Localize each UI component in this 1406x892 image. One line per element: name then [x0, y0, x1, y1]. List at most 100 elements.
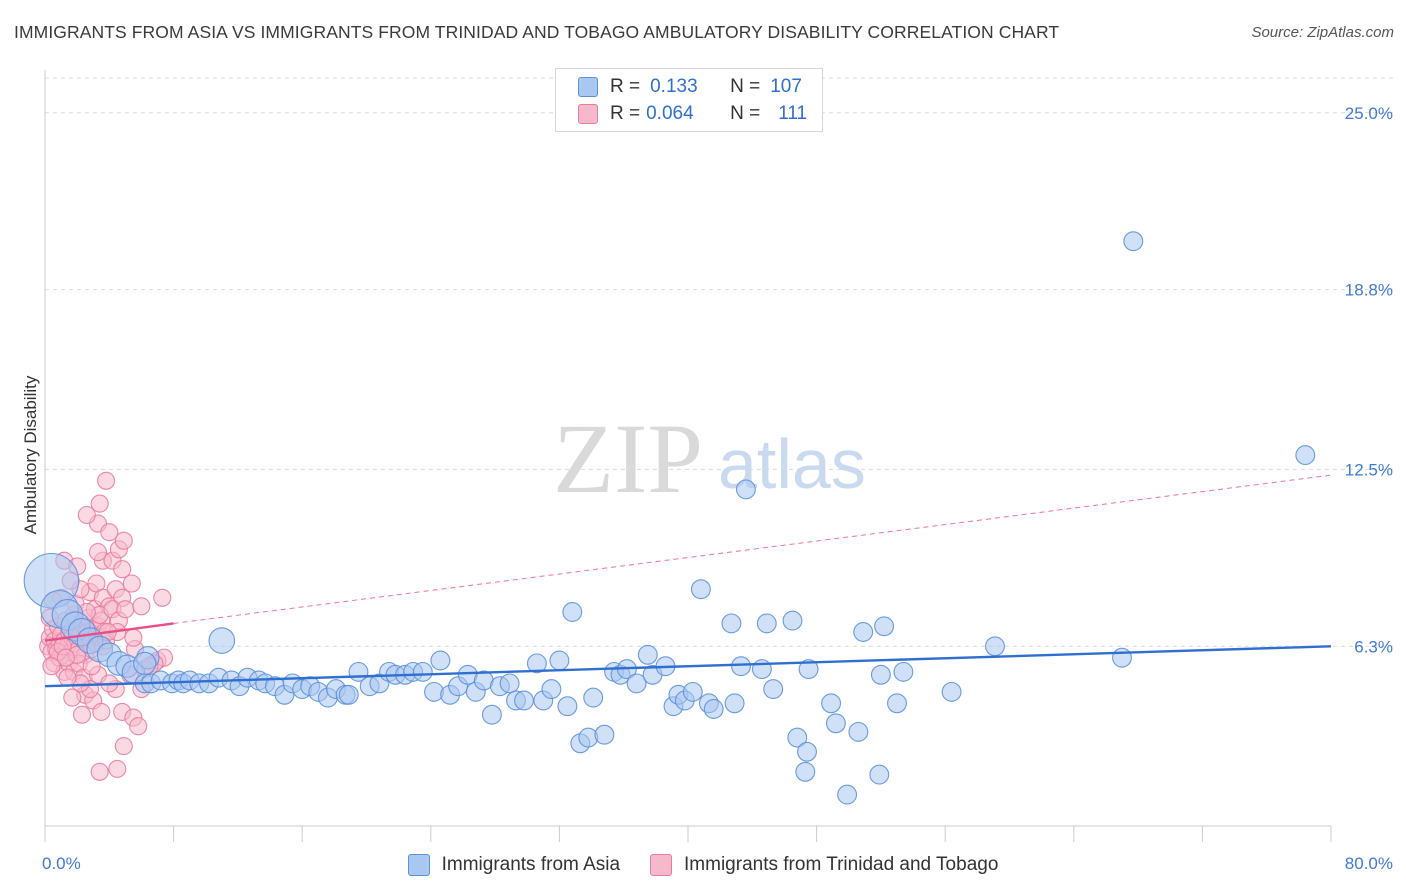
- trinidad-tobago-point: [97, 471, 116, 490]
- legend-n-label: N =: [730, 76, 761, 97]
- legend-r-value: 0.064: [646, 103, 694, 124]
- legend-r-value: 0.133: [650, 76, 698, 97]
- series-legend-asia: Immigrants from Asia: [407, 854, 621, 876]
- asia-point: [133, 651, 157, 676]
- asia-point: [578, 727, 599, 748]
- asia-point: [338, 684, 359, 705]
- legend-row-trinidad-tobago: R = 0.064 N = 111: [578, 102, 807, 126]
- trinidad-tobago-point: [113, 560, 132, 579]
- asia-point: [887, 693, 907, 714]
- asia-points: [23, 231, 1316, 805]
- trinidad-tobago-point: [77, 505, 96, 525]
- asia-point: [756, 613, 777, 634]
- trinidad-tobago-point: [92, 702, 111, 721]
- asia-point: [594, 724, 615, 745]
- axes: [44, 70, 1332, 842]
- legend-n-value: 107: [770, 76, 802, 97]
- asia-point: [853, 622, 874, 642]
- chart-title: IMMIGRANTS FROM ASIA VS IMMIGRANTS FROM …: [14, 22, 1060, 42]
- legend-swatch-asia: [578, 77, 598, 97]
- asia-point: [424, 681, 444, 702]
- y-axis-title: Ambulatory Disability: [21, 375, 40, 534]
- asia-point: [682, 681, 703, 702]
- asia-point: [724, 693, 745, 714]
- trinidad-tobago-point: [58, 668, 77, 687]
- asia-point: [703, 699, 724, 719]
- x-tick-label: 80.0%: [1345, 854, 1393, 873]
- trinidad-tobago-point: [124, 628, 143, 647]
- y-tick-label: 18.8%: [1345, 281, 1393, 300]
- asia-point: [870, 664, 891, 685]
- grid-lines: [45, 77, 1393, 647]
- legend-row-asia: R = 0.133 N = 107: [578, 75, 802, 99]
- asia-point: [412, 661, 433, 682]
- trinidad-tobago-point: [132, 597, 151, 616]
- asia-point: [848, 721, 869, 742]
- asia-point: [562, 602, 583, 622]
- asia-point: [874, 616, 895, 637]
- trinidad-tobago-point: [129, 717, 148, 736]
- asia-point: [1112, 647, 1132, 668]
- trinidad-tobago-point: [116, 600, 135, 619]
- asia-point: [825, 713, 846, 734]
- legend: R = 0.133 N = 107 R = 0.064 N = 111: [555, 68, 823, 132]
- asia-point: [795, 761, 816, 782]
- asia-point: [869, 764, 890, 785]
- trinidad-tobago-point: [153, 588, 172, 607]
- asia-point: [526, 653, 547, 674]
- legend-n-value: 111: [778, 103, 808, 124]
- watermark-zip: ZIP: [553, 403, 703, 514]
- asia-point: [430, 650, 451, 671]
- asia-point: [1295, 445, 1316, 466]
- trinidad-tobago-point: [72, 705, 92, 724]
- asia-point: [549, 650, 570, 671]
- asia-point: [690, 579, 711, 600]
- asia-point: [731, 656, 751, 677]
- asia-point: [557, 696, 578, 717]
- asia-point: [514, 690, 534, 711]
- trinidad-tobago-point: [90, 762, 109, 781]
- asia-point: [1123, 231, 1144, 252]
- x-tick-label: 0.0%: [42, 854, 81, 873]
- trinidad-tobago-point: [114, 737, 133, 756]
- asia-point: [208, 627, 236, 654]
- asia-point: [985, 636, 1005, 657]
- asia-point: [821, 693, 842, 714]
- series-label-asia: Immigrants from Asia: [441, 854, 621, 875]
- asia-point: [837, 784, 858, 805]
- asia-point: [798, 659, 819, 680]
- y-tick-label: 6.3%: [1354, 637, 1393, 656]
- trinidad-tobago-point: [114, 531, 133, 550]
- trinidad-tobago-point: [56, 648, 75, 667]
- y-tick-label: 12.5%: [1345, 460, 1393, 479]
- legend-swatch-trinidad-tobago: [578, 104, 598, 124]
- asia-point: [782, 610, 803, 631]
- asia-point: [941, 681, 962, 702]
- trinidad-tobago-point: [108, 759, 127, 778]
- trinidad-tobago-points: [39, 471, 174, 781]
- asia-point: [583, 687, 604, 708]
- trend-lines: [44, 474, 1332, 688]
- legend-n-label: N =: [730, 103, 761, 124]
- series-swatch-trinidad-tobago: [650, 854, 673, 876]
- series-legend: Immigrants from Asia Immigrants from Tri…: [0, 852, 1406, 878]
- asia-point: [797, 741, 817, 762]
- trinidad-tobago-point: [100, 523, 119, 542]
- asia-point: [541, 679, 562, 700]
- y-tick-label: 25.0%: [1345, 104, 1393, 123]
- trinidad-tobago-point: [122, 574, 141, 593]
- asia-point: [481, 704, 502, 725]
- asia-point: [893, 661, 914, 682]
- tick-labels: 6.3% 12.5% 18.8% 25.0% 0.0% 80.0%: [42, 104, 1393, 873]
- watermark: ZIP atlas: [553, 403, 866, 514]
- asia-trend-line: [44, 645, 1332, 688]
- trinidad-tobago-point: [42, 657, 61, 676]
- asia-point: [751, 659, 772, 680]
- asia-point: [499, 673, 520, 694]
- asia-point: [735, 479, 756, 500]
- asia-point: [763, 679, 784, 700]
- chart-source: Source: ZipAtlas.com: [1251, 24, 1394, 41]
- series-legend-trinidad-tobago: Immigrants from Trinidad and Tobago: [650, 854, 998, 876]
- trinidad-tobago-trend-line: [44, 622, 174, 642]
